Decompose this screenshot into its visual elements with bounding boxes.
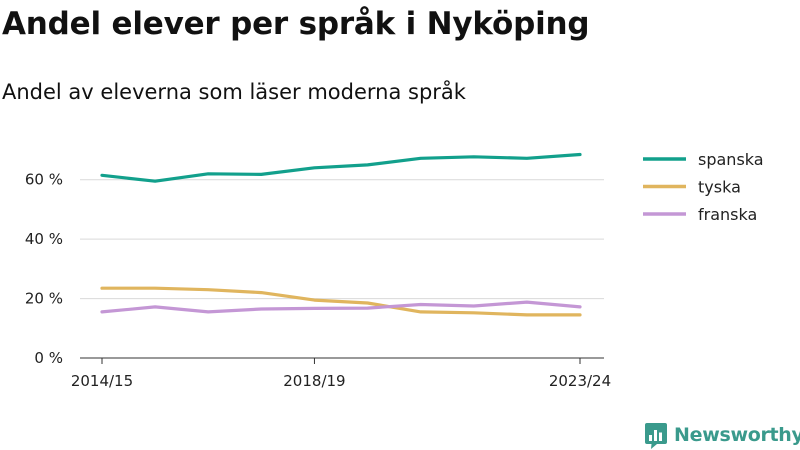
y-tick-label-60: 60 % xyxy=(25,171,63,189)
x-tick-label-2023/24: 2023/24 xyxy=(549,372,611,390)
chart-title: Andel elever per språk i Nyköping xyxy=(2,6,590,42)
newsworthy-logo-icon xyxy=(645,423,667,449)
x-tick-label-2014/15: 2014/15 xyxy=(71,372,133,390)
newsworthy-logo: Newsworthy xyxy=(644,420,800,450)
y-tick-label-20: 20 % xyxy=(25,290,63,308)
legend-label-franska: franska xyxy=(698,205,757,224)
y-tick-label-0: 0 % xyxy=(34,349,63,367)
y-tick-label-40: 40 % xyxy=(25,230,63,248)
series-line-tyska xyxy=(100,286,582,317)
series-line-spanska xyxy=(100,152,582,183)
x-tick-label-2018/19: 2018/19 xyxy=(283,372,345,390)
newsworthy-logo-text: Newsworthy xyxy=(674,424,800,446)
series-line-franska xyxy=(100,300,582,314)
legend-label-tyska: tyska xyxy=(698,178,741,197)
chart-subtitle: Andel av eleverna som läser moderna språ… xyxy=(2,80,466,104)
legend-label-spanska: spanska xyxy=(698,150,764,169)
